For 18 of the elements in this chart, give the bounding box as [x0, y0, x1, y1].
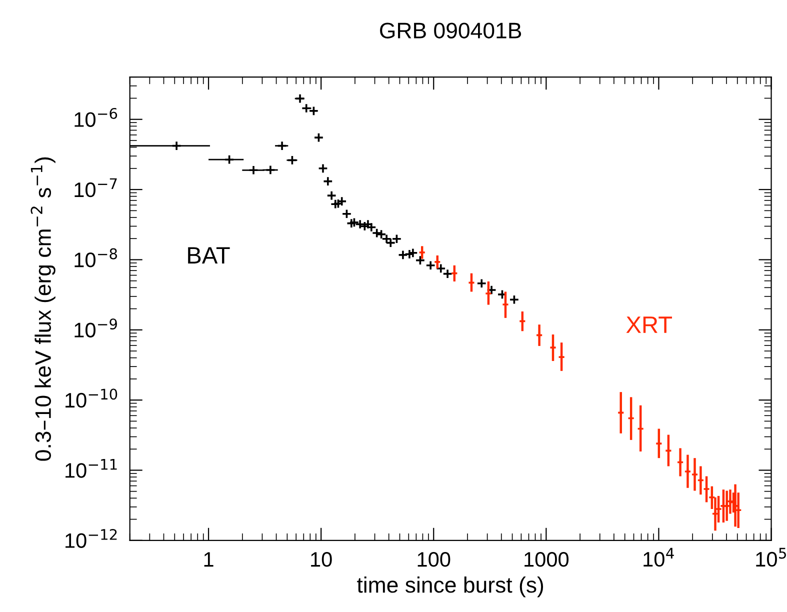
- y-tick-label: 10$^{−7}$: [74, 178, 117, 198]
- x-tick-label: 1000: [524, 552, 569, 567]
- text: XRT: [626, 316, 672, 333]
- x-tick-label: 10$^{4}$: [644, 548, 674, 567]
- x-tick-label: 1: [204, 552, 214, 567]
- y-tick-label: 10$^{−10}$: [66, 388, 118, 408]
- chart-title: GRB 090401B: [380, 22, 522, 38]
- y-tick-label: 10$^{−6}$: [74, 108, 118, 127]
- text: BAT: [188, 247, 230, 264]
- x-tick-label: 10$^{5}$: [756, 548, 786, 567]
- y-tick-label: 10$^{−12}$: [66, 528, 117, 548]
- y-tick-label: 10$^{−11}$: [66, 459, 117, 478]
- x-axis-title: time since burst (s): [357, 576, 544, 598]
- x-tick-label: 100: [418, 552, 450, 567]
- y-tick-label: 10$^{−9}$: [74, 318, 117, 338]
- y-axis-title: 0.3–10 keV flux (erg cm$^{−2}$ s$^{−1}$): [30, 157, 56, 461]
- x-tick-label: 10: [311, 552, 332, 567]
- y-tick-label: 10$^{−8}$: [74, 248, 117, 268]
